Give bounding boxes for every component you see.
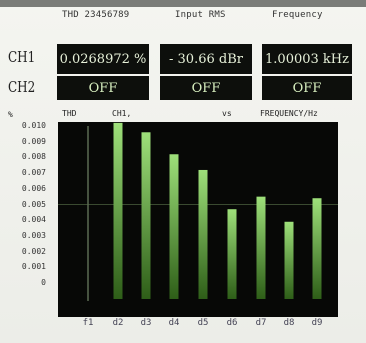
y-tick-label: 0.004 bbox=[21, 215, 46, 225]
ch1-thd-readout[interactable]: 0.0268972 % bbox=[57, 44, 149, 74]
y-tick-label: 0.002 bbox=[21, 246, 46, 256]
y-tick-label: 0.001 bbox=[21, 262, 46, 272]
ch2-label: CH2 bbox=[8, 78, 36, 96]
ch2-rms-readout[interactable]: OFF bbox=[160, 76, 252, 100]
bar-d9 bbox=[312, 198, 322, 299]
bar-d8 bbox=[284, 221, 294, 299]
ch1-rms-readout[interactable]: - 30.66 dBr bbox=[160, 44, 252, 74]
plot-title-thd: THD bbox=[62, 109, 77, 118]
y-tick-label: 0.007 bbox=[21, 168, 46, 178]
x-tick-d3: d3 bbox=[140, 318, 152, 328]
y-tick-label: 0.009 bbox=[21, 136, 46, 146]
thd-header: THD 23456789 bbox=[62, 10, 130, 20]
ch2-frequency-readout[interactable]: OFF bbox=[262, 76, 352, 100]
bar-d5 bbox=[198, 169, 208, 299]
x-tick-d8: d8 bbox=[283, 318, 295, 328]
bar-d2 bbox=[113, 122, 123, 299]
y-tick-label: 0.003 bbox=[21, 230, 46, 240]
x-tick-d4: d4 bbox=[168, 318, 180, 328]
plot-title-channel: CH1, bbox=[112, 109, 132, 118]
ch1-label: CH1 bbox=[8, 48, 36, 66]
plot-title-frequency: FREQUENCY/Hz bbox=[260, 109, 318, 118]
y-tick-label: 0.005 bbox=[21, 199, 46, 209]
x-tick-d5: d5 bbox=[197, 318, 209, 328]
bar-d7 bbox=[256, 196, 266, 299]
x-tick-d9: d9 bbox=[311, 318, 323, 328]
y-tick-label: 0 bbox=[41, 278, 46, 287]
x-tick-d7: d7 bbox=[255, 318, 267, 328]
plot-title-vs: vs bbox=[222, 109, 232, 118]
frequency-header: Frequency bbox=[272, 10, 323, 20]
x-tick-d6: d6 bbox=[226, 318, 238, 328]
y-unit-label: % bbox=[8, 110, 13, 119]
x-tick-d2: d2 bbox=[112, 318, 124, 328]
bar-d4 bbox=[169, 154, 179, 299]
top-strip bbox=[0, 0, 366, 7]
bar-d6 bbox=[227, 209, 237, 299]
bar-d3 bbox=[141, 132, 151, 299]
y-tick-label: 0.006 bbox=[21, 183, 46, 193]
x-tick-f1: f1 bbox=[82, 318, 94, 328]
y-tick-label: 0.008 bbox=[21, 152, 46, 162]
rms-header: Input RMS bbox=[175, 10, 226, 20]
ch2-thd-readout[interactable]: OFF bbox=[57, 76, 149, 100]
y-tick-label: 0.010 bbox=[21, 121, 46, 130]
ch1-frequency-readout[interactable]: 1.00003 kHz bbox=[262, 44, 352, 74]
